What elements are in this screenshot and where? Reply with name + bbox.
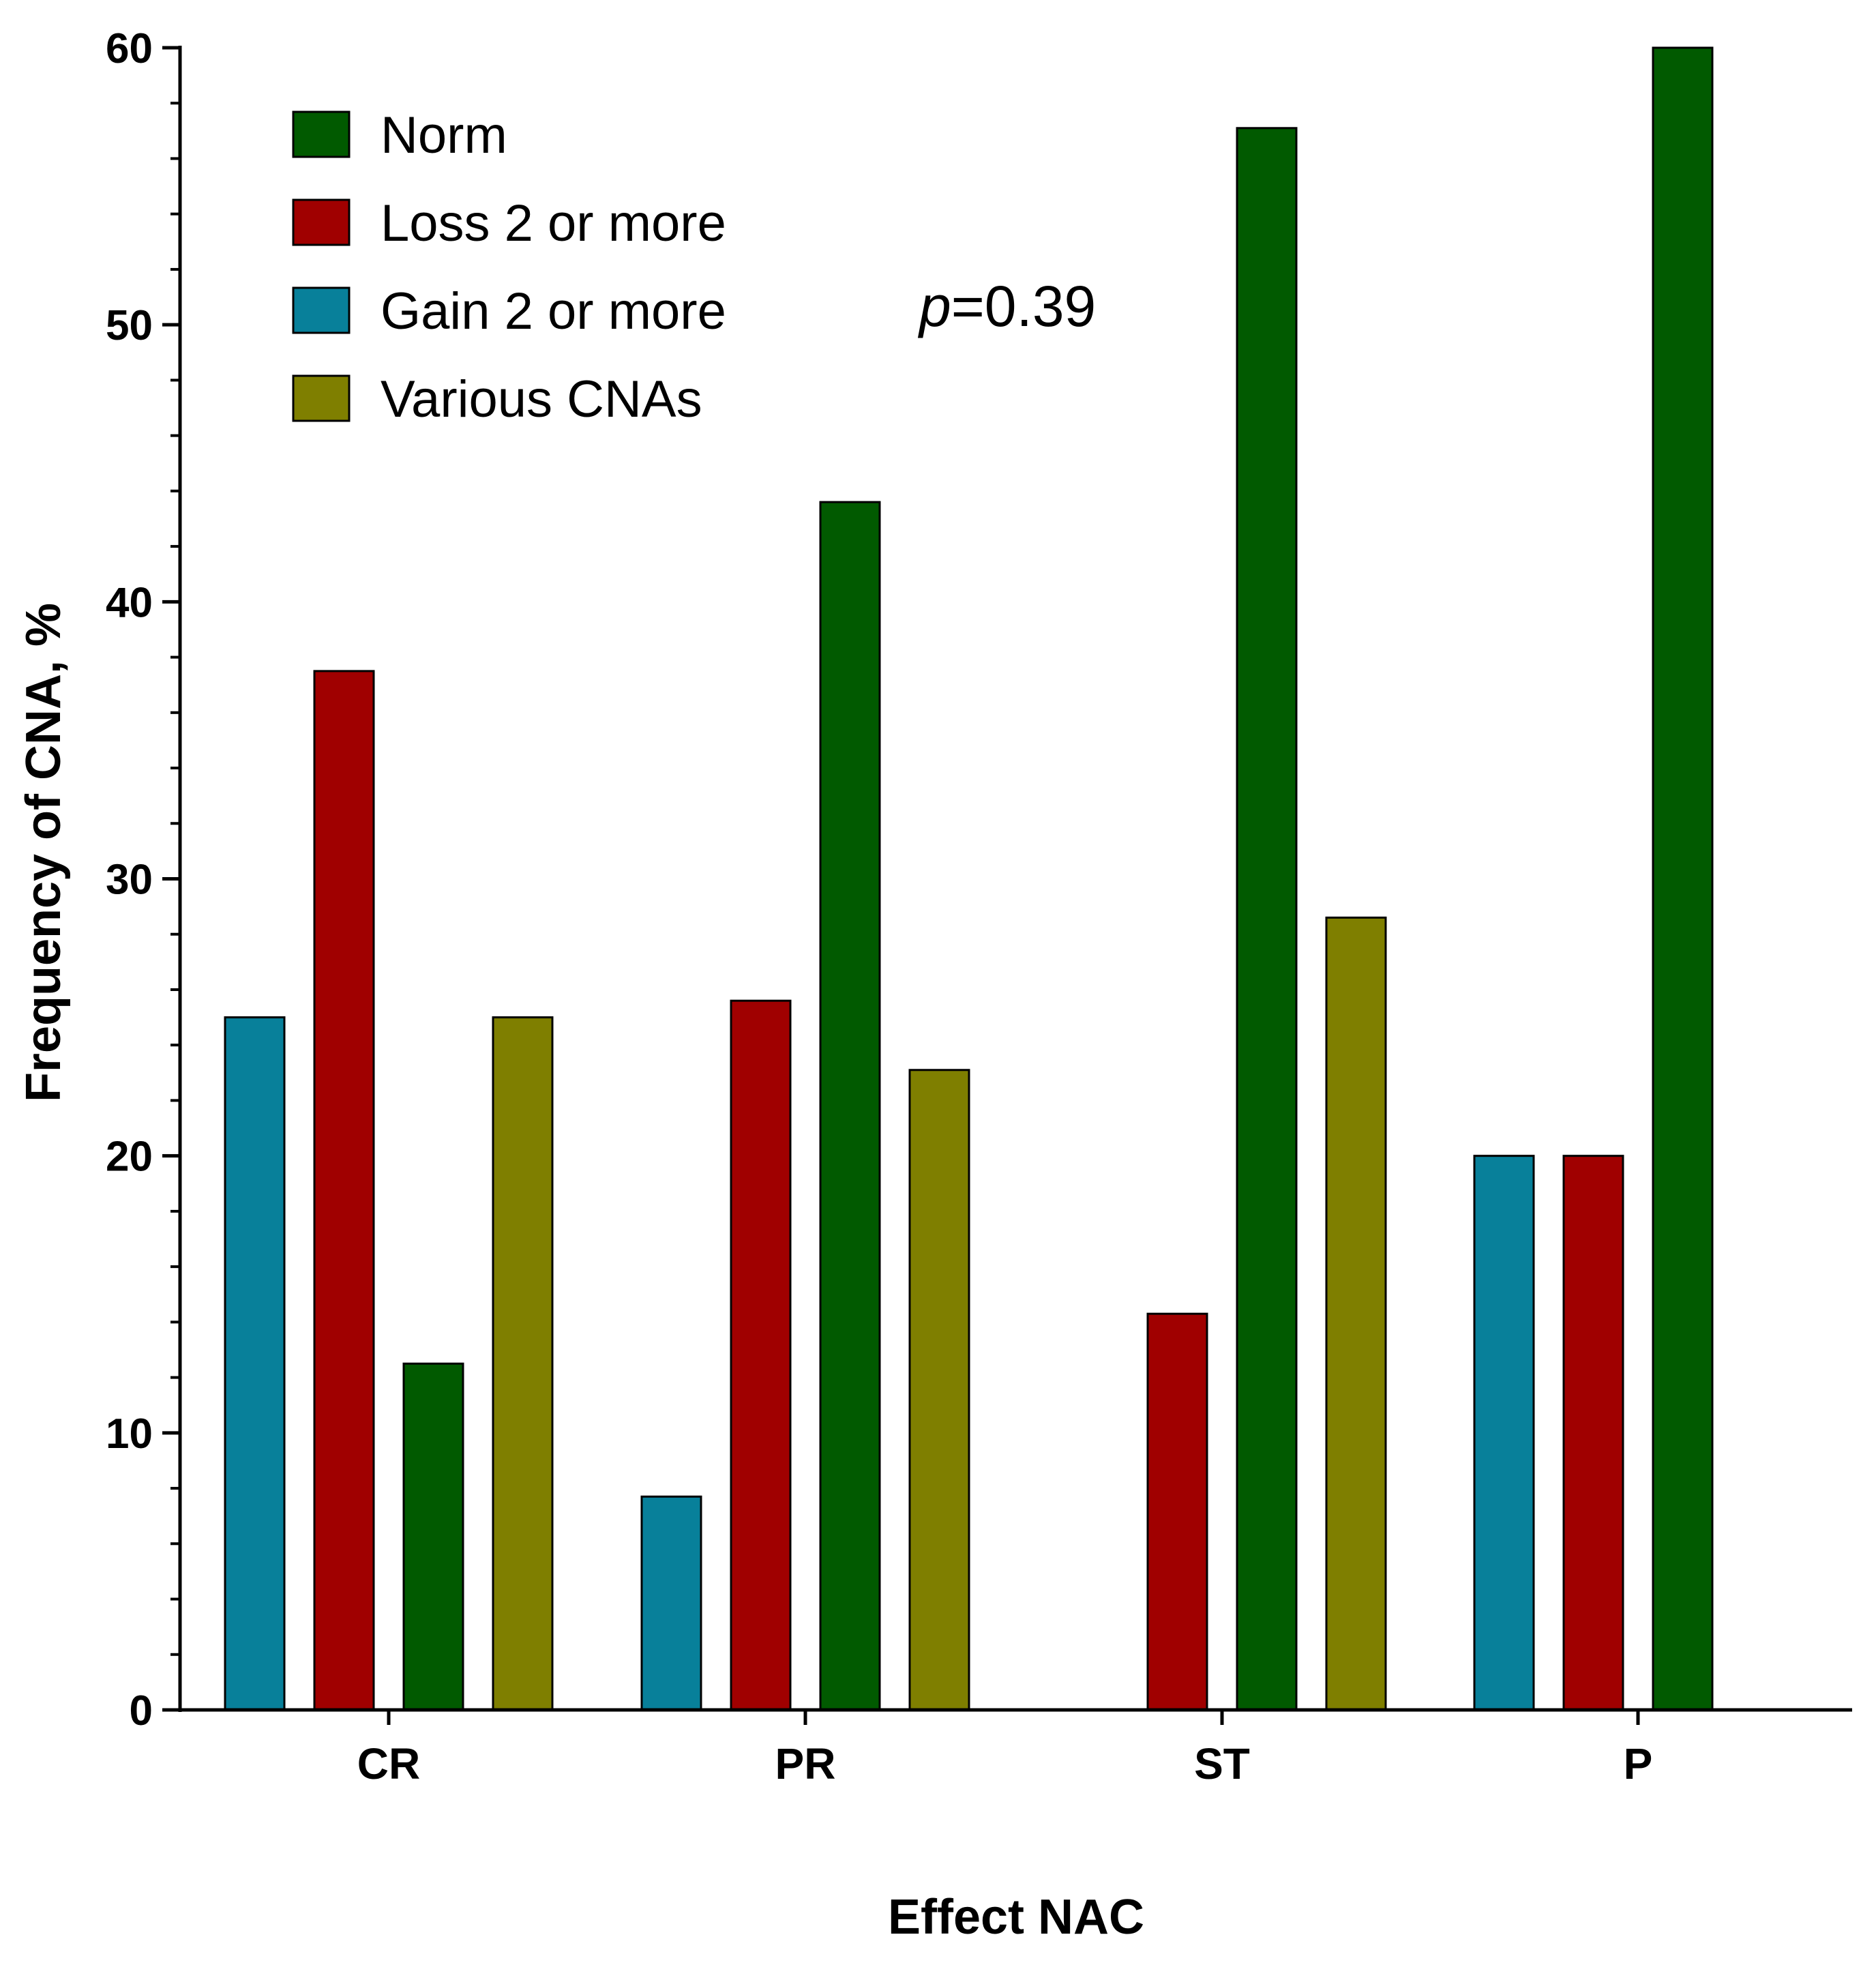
y-tick-label-30: 30 <box>106 857 153 904</box>
x-tick-label-pr: PR <box>775 1739 836 1788</box>
bar-pr-various-cnas <box>908 1069 970 1711</box>
bar-cr-loss-2-or-more <box>313 670 375 1711</box>
p-value-text: =0.39 <box>951 274 1097 338</box>
x-categories-group: CR PR ST P <box>357 1710 1653 1788</box>
y-tick-label-40: 40 <box>106 579 153 626</box>
bars-group <box>224 46 1714 1711</box>
bar-pr-gain-2-or-more <box>640 1495 702 1711</box>
legend-label-various-cnas: Various CNAs <box>381 370 702 428</box>
y-tick-label-60: 60 <box>106 25 153 72</box>
x-tick-label-cr: CR <box>357 1739 420 1788</box>
legend-swatch-gain-2-or-more <box>292 286 351 334</box>
p-value-annotation: p=0.39 <box>917 274 1096 338</box>
bar-pr-loss-2-or-more <box>730 999 792 1711</box>
p-value-symbol: p <box>917 274 951 338</box>
bar-p-loss-2-or-more <box>1562 1155 1624 1711</box>
y-ticks-group: 0 10 20 30 40 50 60 <box>106 25 180 1734</box>
bar-st-norm <box>1236 127 1298 1711</box>
bar-p-norm <box>1652 46 1714 1711</box>
x-tick-label-st: ST <box>1194 1739 1250 1788</box>
y-tick-label-20: 20 <box>106 1134 153 1181</box>
bar-p-gain-2-or-more <box>1473 1155 1535 1711</box>
bar-cr-gain-2-or-more <box>224 1016 286 1711</box>
bar-cr-various-cnas <box>492 1016 554 1711</box>
y-axis-title: Frequency of CNA, % <box>16 603 71 1102</box>
bar-cr-norm <box>402 1362 464 1711</box>
legend-swatch-various-cnas <box>292 374 351 422</box>
legend-label-gain-2-or-more: Gain 2 or more <box>381 282 726 340</box>
bar-st-various-cnas <box>1325 916 1387 1711</box>
legend-label-norm: Norm <box>381 106 507 164</box>
bar-st-loss-2-or-more <box>1146 1312 1208 1711</box>
x-axis-title: Effect NAC <box>888 1890 1144 1945</box>
legend-label-loss-2-or-more: Loss 2 or more <box>381 194 726 252</box>
legend-swatch-loss-2-or-more <box>292 198 351 246</box>
y-tick-label-10: 10 <box>106 1410 153 1458</box>
x-tick-label-p: P <box>1624 1739 1653 1788</box>
y-tick-label-50: 50 <box>106 302 153 349</box>
y-tick-label-0: 0 <box>130 1687 153 1734</box>
legend-swatch-norm <box>292 110 351 158</box>
legend: Norm Loss 2 or more Gain 2 or more Various … <box>292 106 726 428</box>
bar-pr-norm <box>819 501 881 1711</box>
